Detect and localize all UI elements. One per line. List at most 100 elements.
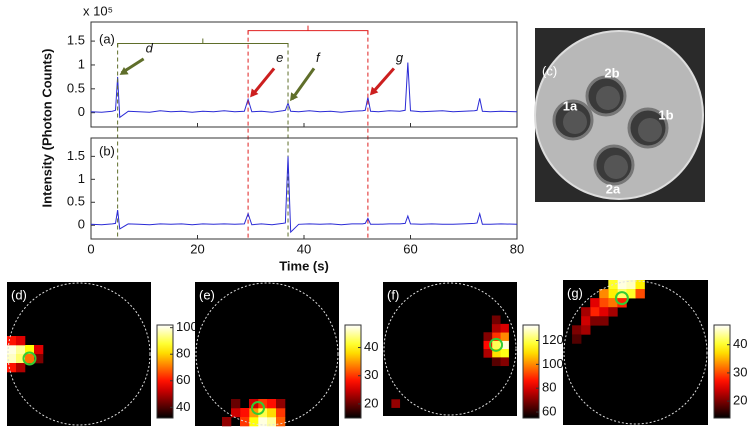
- heatmap-cell: [491, 315, 501, 325]
- y-tick-label: 0.5: [67, 194, 85, 209]
- sample-label: 2a: [606, 181, 621, 196]
- heatmap-cell: [276, 399, 286, 409]
- arrow-head: [290, 92, 299, 102]
- source-marker: [22, 351, 37, 366]
- heatmap-cell: [617, 298, 627, 308]
- peak-label: d: [146, 40, 154, 55]
- sample-label: 1b: [658, 107, 673, 122]
- axis-multiplier: x 10⁵: [83, 3, 113, 18]
- heatmap-cell: [276, 408, 286, 418]
- heatmap-cell: [16, 354, 26, 364]
- heatmap-bg: [563, 280, 708, 425]
- heatmap-cell: [491, 332, 501, 341]
- heatmap-cell: [599, 307, 609, 317]
- colorbar-tick-label: 80: [176, 346, 190, 361]
- heatmap-cell: [608, 289, 618, 299]
- heatmap-cell: [276, 417, 286, 427]
- panel-label: (a): [99, 31, 115, 46]
- y-tick-label: 1: [78, 56, 85, 71]
- colorbar-tick-label: 100: [176, 319, 198, 334]
- heatmap-cell: [240, 408, 250, 418]
- colorbar-tick-label: 100: [542, 356, 564, 371]
- colorbar-tick-label: 40: [176, 399, 190, 414]
- colorbar: [522, 324, 540, 419]
- heatmap-cell: [500, 323, 509, 333]
- field-outline: [383, 282, 517, 416]
- arrow-head: [250, 88, 259, 98]
- x-axis-label: Time (s): [279, 258, 329, 273]
- sample-well-inner: [604, 155, 628, 179]
- heatmap-cell: [491, 323, 501, 333]
- heatmap-cell: [267, 417, 277, 427]
- x-tick-label: 80: [510, 241, 524, 256]
- heatmap-cell: [581, 316, 591, 326]
- source-marker: [251, 401, 265, 415]
- heatmap-cell: [391, 399, 401, 408]
- heatmap-cell: [635, 280, 645, 290]
- colorbar: [156, 324, 174, 419]
- panel-label: (c): [542, 63, 557, 78]
- arrow-shaft: [370, 67, 396, 95]
- heatmap-cell: [240, 417, 250, 427]
- panel-label: (b): [99, 143, 115, 158]
- heatmap-cell: [590, 316, 600, 326]
- peak-label: e: [276, 50, 283, 65]
- heatmap-cell: [608, 307, 618, 317]
- colorbar-tick-label: 60: [542, 403, 556, 418]
- heatmap-cell: [581, 325, 591, 335]
- panel-label: (d): [11, 287, 27, 302]
- sample-disc: [534, 30, 704, 200]
- field-outline: [7, 282, 151, 426]
- y-tick-label: 1.5: [67, 33, 85, 48]
- heatmap-cell: [483, 349, 493, 358]
- heatmap-cell: [7, 336, 17, 346]
- heatmap-cell: [626, 280, 636, 290]
- colorbar: [344, 324, 362, 419]
- arrow-shaft: [290, 67, 316, 101]
- heatmap-cell: [7, 363, 17, 373]
- source-marker: [614, 291, 629, 306]
- heatmap-cell: [267, 399, 277, 409]
- heatmap-cell: [34, 345, 44, 355]
- heatmap-cell: [231, 408, 241, 418]
- heatmap-cell: [16, 336, 26, 346]
- heatmap-cell: [599, 298, 609, 308]
- source-marker: [489, 337, 504, 352]
- x-tick-label: 0: [87, 241, 94, 256]
- panel-label: (e): [199, 287, 215, 302]
- colorbar-tick-label: 120: [542, 332, 564, 347]
- heatmap-cell: [7, 354, 17, 364]
- peak-label: g: [396, 50, 404, 65]
- field-outline: [563, 280, 708, 425]
- heatmap-cell: [222, 417, 232, 427]
- arrow-head: [119, 67, 129, 75]
- heatmap-cell: [617, 289, 627, 299]
- heatmap-cell: [635, 289, 645, 299]
- heatmap-cell: [608, 298, 618, 308]
- heatmap-cell: [483, 340, 493, 350]
- bracket: [247, 25, 369, 35]
- heatmap-cell: [231, 399, 241, 409]
- heatmap-cell: [34, 354, 44, 364]
- y-tick-label: 1: [78, 171, 85, 186]
- sample-well-inner: [563, 110, 587, 134]
- bracket: [117, 38, 289, 48]
- heatmap-cell: [258, 417, 268, 427]
- heatmap-cell: [590, 307, 600, 317]
- colorbar-tick-label: 20: [364, 395, 378, 410]
- x-tick-label: 60: [403, 241, 417, 256]
- arrow-head: [369, 86, 379, 96]
- heatmap-cell: [572, 334, 582, 344]
- y-tick-label: 0: [78, 104, 85, 119]
- heatmap-cell: [572, 325, 582, 335]
- sample-well-inner: [638, 118, 662, 142]
- colorbar-tick-label: 30: [733, 364, 747, 379]
- heatmap-cell: [599, 289, 609, 299]
- heatmap-cell: [491, 340, 501, 350]
- heatmap-cell: [599, 316, 609, 326]
- signal-line: [90, 62, 518, 119]
- signal-line: [90, 156, 518, 234]
- colorbar: [713, 324, 731, 419]
- colorbar-tick-label: 80: [542, 380, 556, 395]
